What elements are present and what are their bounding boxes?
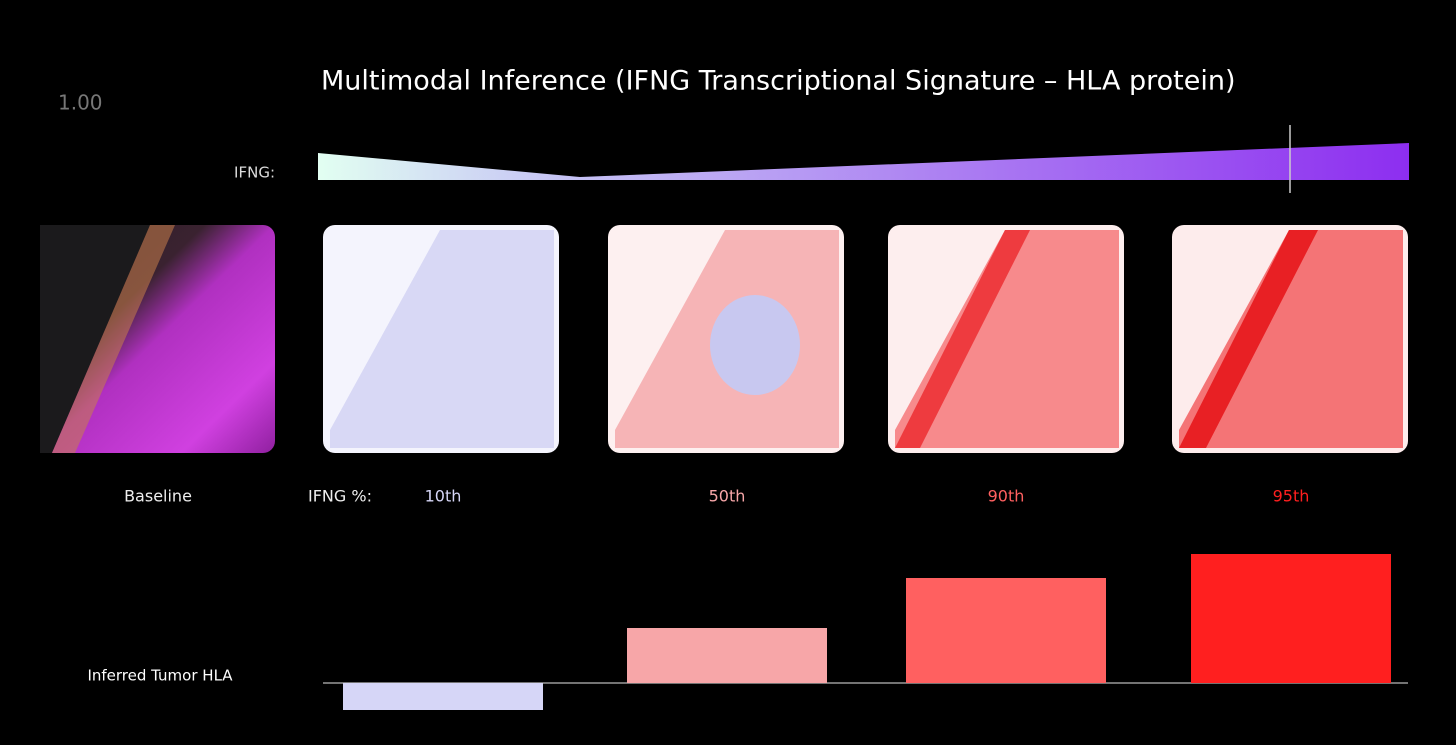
percentile: 90th — [988, 487, 1025, 506]
heatmap-95th — [1172, 225, 1408, 453]
bar — [343, 683, 543, 710]
bar — [627, 628, 827, 683]
heatmap-10th — [323, 225, 559, 453]
baseline-label: Baseline — [124, 487, 192, 506]
heatmap-50th — [608, 225, 844, 453]
baseline-image — [40, 225, 275, 453]
percentile: 10th — [425, 487, 462, 506]
bar — [1191, 554, 1391, 683]
percentile: 95th — [1273, 487, 1310, 506]
percentile-label: IFNG %: — [308, 487, 372, 506]
ifng-gradient — [318, 143, 1409, 180]
bar — [906, 578, 1106, 683]
percentile: 50th — [709, 487, 746, 506]
heatmap-90th — [888, 225, 1124, 453]
y-label: Inferred Tumor HLA — [87, 667, 233, 685]
counter: 1.00 — [58, 91, 103, 115]
title: Multimodal Inference (IFNG Transcription… — [321, 66, 1236, 97]
ifng-label: IFNG: — [234, 164, 275, 182]
